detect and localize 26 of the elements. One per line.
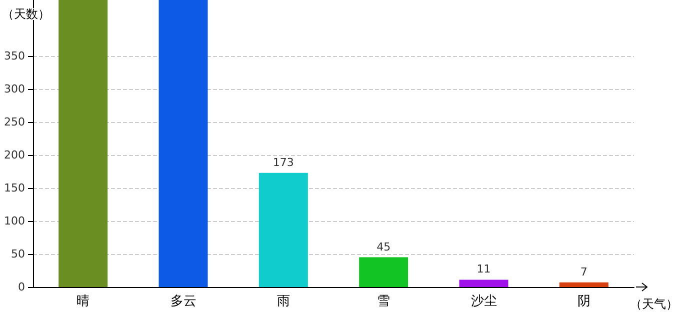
bar bbox=[459, 280, 508, 287]
x-tick-label: 多云 bbox=[170, 294, 196, 309]
bar bbox=[158, 0, 208, 287]
data-label: 45 bbox=[376, 240, 391, 254]
bar bbox=[58, 0, 108, 287]
y-tick-label: 150 bbox=[4, 182, 25, 195]
x-tick-label: 雨 bbox=[276, 294, 290, 309]
y-tick-label: 200 bbox=[4, 148, 25, 162]
bar bbox=[559, 282, 608, 287]
x-tick-label: 阴 bbox=[577, 294, 590, 309]
data-label: 173 bbox=[272, 156, 294, 169]
y-axis-title: （天数） bbox=[2, 7, 50, 21]
x-tick-label: 沙尘 bbox=[470, 294, 497, 309]
x-tick-label: 晴 bbox=[76, 294, 90, 309]
bar bbox=[359, 257, 408, 287]
y-tick-label: 300 bbox=[4, 82, 25, 96]
y-tick-label: 0 bbox=[18, 280, 25, 294]
y-tick-label: 350 bbox=[4, 50, 25, 63]
data-label: 7 bbox=[580, 265, 588, 278]
y-tick-label: 100 bbox=[4, 214, 25, 228]
y-tick-label: 50 bbox=[11, 248, 25, 261]
x-tick-label: 雪 bbox=[377, 294, 390, 309]
bar bbox=[258, 172, 308, 287]
x-axis-title: （天气） bbox=[630, 297, 678, 311]
data-label: 11 bbox=[476, 262, 491, 276]
y-tick-label: 250 bbox=[4, 116, 25, 129]
